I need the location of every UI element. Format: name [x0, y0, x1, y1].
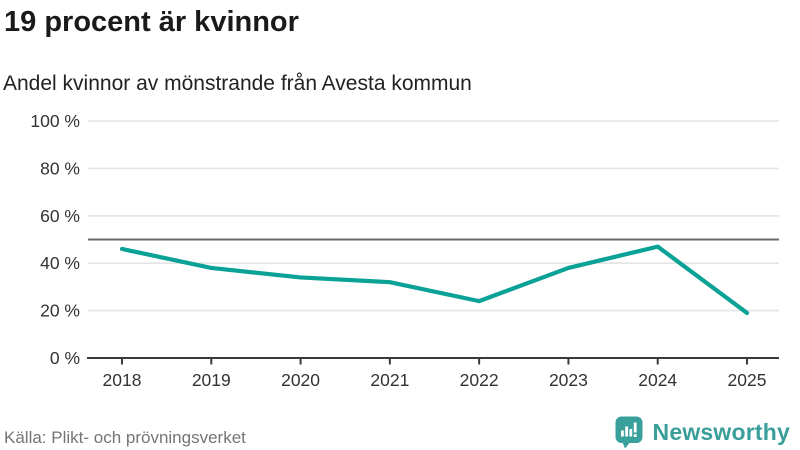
- ytick-label-40: 40 %: [40, 253, 80, 273]
- series-line-andel-kvinnor: [119, 244, 750, 316]
- xtick-label-2022: 2022: [460, 370, 499, 390]
- newsworthy-bubble-chart-icon: [615, 416, 643, 448]
- source-note: Källa: Plikt- och prövningsverket: [4, 428, 246, 447]
- ytick-label-80: 80 %: [40, 158, 80, 178]
- xtick-label-2020: 2020: [281, 370, 320, 390]
- ytick-label-100: 100 %: [30, 111, 80, 131]
- ytick-label-20: 20 %: [40, 301, 80, 321]
- xtick-label-2023: 2023: [549, 370, 588, 390]
- xtick-label-2019: 2019: [192, 370, 231, 390]
- ytick-label-0: 0 %: [50, 348, 80, 368]
- xtick-label-2025: 2025: [728, 370, 767, 390]
- newsworthy-logo: Newsworthy: [614, 415, 790, 449]
- xtick-label-2018: 2018: [103, 370, 142, 390]
- ytick-label-60: 60 %: [40, 206, 80, 226]
- xtick-label-2024: 2024: [638, 370, 677, 390]
- page-title: 19 procent är kvinnor: [4, 6, 299, 38]
- chart-subtitle: Andel kvinnor av mönstrande från Avesta …: [3, 72, 472, 95]
- newsworthy-wordmark: Newsworthy: [652, 418, 790, 445]
- xtick-label-2021: 2021: [370, 370, 409, 390]
